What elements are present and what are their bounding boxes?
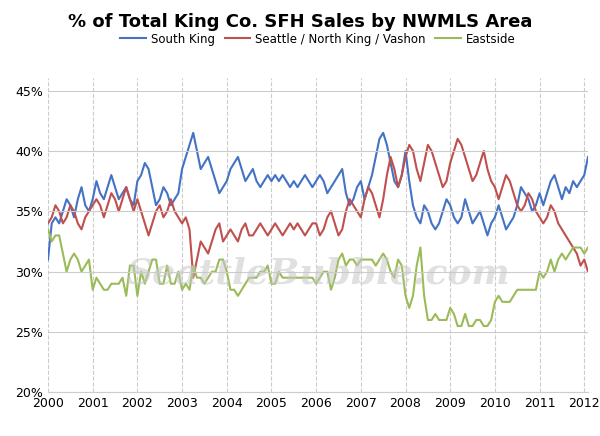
Seattle / North King / Vashon <box>365 184 372 190</box>
South King <box>365 184 372 190</box>
South King <box>320 178 327 184</box>
Seattle / North King / Vashon <box>108 191 115 196</box>
Eastside <box>44 227 52 232</box>
Seattle / North King / Vashon <box>44 221 52 226</box>
Eastside <box>316 275 323 280</box>
Eastside <box>175 269 182 274</box>
South King <box>178 167 185 172</box>
South King <box>108 173 115 178</box>
Seattle / North King / Vashon <box>178 221 185 226</box>
Line: Seattle / North King / Vashon: Seattle / North King / Vashon <box>48 139 588 278</box>
Eastside <box>361 257 368 262</box>
Line: Eastside: Eastside <box>48 229 588 326</box>
South King <box>201 160 208 166</box>
Seattle / North King / Vashon <box>584 269 592 274</box>
Eastside <box>197 275 204 280</box>
Eastside <box>584 245 592 250</box>
Seattle / North King / Vashon <box>201 245 208 250</box>
Text: SeattleBubble.com: SeattleBubble.com <box>126 256 510 290</box>
Eastside <box>178 287 185 293</box>
South King <box>190 130 197 136</box>
Seattle / North King / Vashon <box>320 227 327 232</box>
Legend: South King, Seattle / North King / Vashon, Eastside: South King, Seattle / North King / Vasho… <box>116 28 520 50</box>
South King <box>44 257 52 262</box>
South King <box>584 154 592 160</box>
Line: South King: South King <box>48 133 588 259</box>
Seattle / North King / Vashon <box>190 275 197 280</box>
Eastside <box>108 281 115 286</box>
Eastside <box>454 324 461 329</box>
South King <box>175 191 182 196</box>
Text: % of Total King Co. SFH Sales by NWMLS Area: % of Total King Co. SFH Sales by NWMLS A… <box>68 13 532 31</box>
Seattle / North King / Vashon <box>454 136 461 141</box>
Seattle / North King / Vashon <box>175 215 182 220</box>
